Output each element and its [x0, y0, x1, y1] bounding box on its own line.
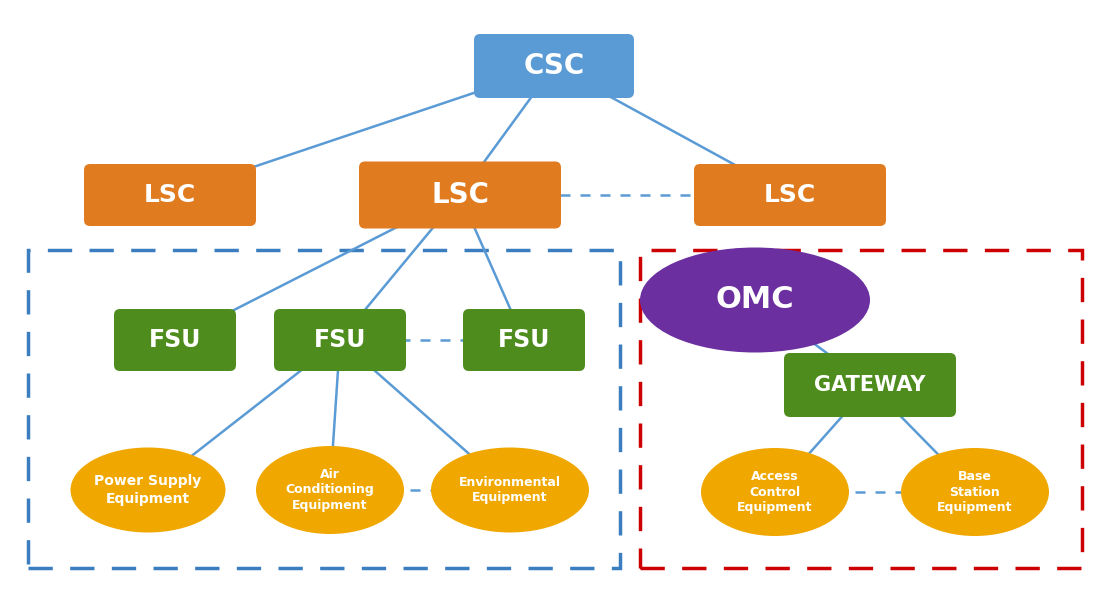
FancyBboxPatch shape [359, 161, 561, 228]
Text: Air
Conditioning
Equipment: Air Conditioning Equipment [286, 468, 375, 512]
Ellipse shape [431, 447, 589, 533]
FancyBboxPatch shape [84, 164, 256, 226]
Text: FSU: FSU [314, 328, 366, 352]
Text: OMC: OMC [716, 286, 794, 315]
FancyBboxPatch shape [274, 309, 406, 371]
Text: CSC: CSC [523, 52, 585, 80]
FancyBboxPatch shape [784, 353, 956, 417]
Ellipse shape [701, 448, 849, 536]
Ellipse shape [71, 447, 226, 533]
FancyBboxPatch shape [463, 309, 585, 371]
Ellipse shape [901, 448, 1049, 536]
Text: FSU: FSU [497, 328, 551, 352]
Text: Environmental
Equipment: Environmental Equipment [459, 475, 561, 505]
Text: LSC: LSC [763, 183, 817, 207]
Text: Power Supply
Equipment: Power Supply Equipment [94, 474, 202, 506]
Text: Access
Control
Equipment: Access Control Equipment [737, 469, 813, 515]
Ellipse shape [256, 446, 404, 534]
FancyBboxPatch shape [694, 164, 886, 226]
FancyBboxPatch shape [474, 34, 634, 98]
Text: FSU: FSU [148, 328, 202, 352]
Text: GATEWAY: GATEWAY [814, 375, 926, 395]
Text: LSC: LSC [144, 183, 196, 207]
FancyBboxPatch shape [114, 309, 236, 371]
Text: LSC: LSC [431, 181, 489, 209]
Ellipse shape [640, 248, 870, 352]
Text: Base
Station
Equipment: Base Station Equipment [937, 469, 1013, 515]
